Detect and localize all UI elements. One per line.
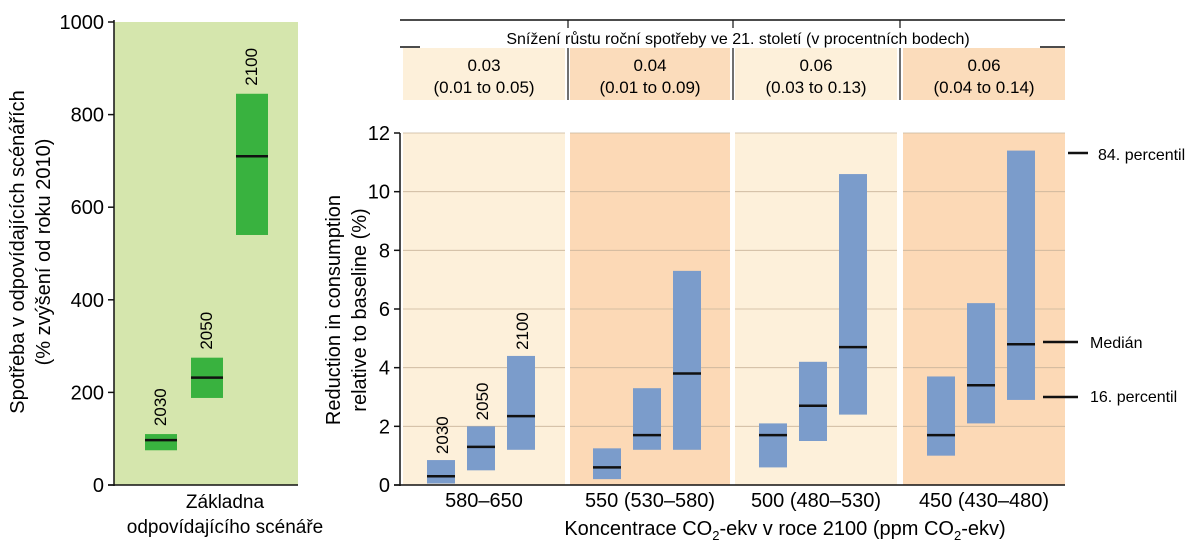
left-bars: 2030 2050 2100 [145, 48, 268, 451]
right-year-label: 2100 [513, 312, 532, 350]
right-year-label: 2050 [473, 383, 492, 421]
right-bar-3-2050 [967, 303, 995, 424]
header-cell-3 [903, 48, 1065, 100]
right-year-label: 2030 [433, 416, 452, 454]
header-rate-range: (0.03 to 0.13) [765, 78, 866, 97]
right-y-tick-label: 4 [379, 358, 390, 380]
right-bar-3-2030 [927, 376, 955, 456]
header-rate: 0.04 [633, 56, 666, 75]
annotation-median: Medián [1090, 335, 1142, 352]
left-y-tick-label: 400 [71, 290, 104, 312]
header-rate: 0.03 [467, 56, 500, 75]
header-rate-range: (0.01 to 0.09) [599, 78, 700, 97]
header-cell-0 [403, 48, 565, 100]
left-y-tick-label: 800 [71, 105, 104, 127]
left-bar-year-label: 2100 [242, 48, 261, 86]
left-bar-year-label: 2030 [151, 388, 170, 426]
left-x-axis-label-line1: Základna [186, 492, 265, 513]
header-cell-2 [735, 48, 897, 100]
header-title-backdrop [420, 28, 1040, 48]
right-y-tick-label: 12 [368, 123, 390, 145]
left-y-tick-label: 1000 [60, 12, 105, 34]
right-bar-2-2030 [759, 423, 787, 468]
right-x-axis-label: Koncentrace CO2-ekv v roce 2100 (ppm CO2… [564, 518, 1005, 543]
right-bar-2-2100 [839, 174, 867, 415]
right-category-labels: 580–650 550 (530–580) 500 (480–530) 450 (43… [445, 490, 1049, 512]
right-bar-0-2030 [427, 460, 455, 484]
right-bar-1-2030 [593, 448, 621, 480]
right-y-tick-label: 8 [379, 240, 390, 262]
left-bar-2030 [145, 434, 177, 451]
header-cell-1 [570, 48, 730, 100]
left-bar-2100 [236, 93, 268, 235]
annotation-lower: 16. percentil [1090, 389, 1177, 406]
right-y-tick-label: 0 [379, 475, 390, 497]
right-y-tick-label: 2 [379, 416, 390, 438]
right-y-tick-label: 10 [368, 182, 390, 204]
left-bar-year-label: 2050 [197, 312, 216, 350]
right-y-axis-label-line1: Reduction in consumption [323, 195, 345, 425]
right-bar-0-2050 [467, 426, 495, 471]
left-x-axis-label-line2: odpovídajícího scénáře [127, 517, 323, 538]
header-rate-range: (0.01 to 0.05) [433, 78, 534, 97]
left-y-axis-label-line1: Spotřeba v odpovídajících scénářích [7, 90, 29, 414]
right-bar-0-2100 [507, 355, 535, 450]
right-bar-1-2050 [633, 388, 661, 450]
right-category-label: 500 (480–530) [751, 490, 881, 512]
left-y-axis: 0 200 400 600 800 1000 [60, 12, 114, 497]
right-category-label: 550 (530–580) [585, 490, 715, 512]
header-rate: 0.06 [799, 56, 832, 75]
right-y-axis: 0 2 4 6 8 10 12 [368, 123, 400, 497]
right-year-labels: 2030 2050 2100 [433, 312, 532, 454]
left-y-tick-label: 600 [71, 197, 104, 219]
right-category-label: 580–650 [445, 490, 523, 512]
left-y-axis-label-line2: (% zvýšení od roku 2010) [33, 139, 55, 366]
left-y-tick-label: 0 [93, 475, 104, 497]
header-title: Snížení růstu roční spotřeby ve 21. stol… [506, 30, 969, 48]
header-rate-cells: 0.03 (0.01 to 0.05) 0.04 (0.01 to 0.09) 0.06… [403, 20, 1065, 100]
right-bar-1-2100 [673, 270, 701, 450]
annotation-upper: 84. percentil [1098, 147, 1185, 164]
right-category-label: 450 (430–480) [919, 490, 1049, 512]
right-y-axis-label-line2: relative to baseline (%) [349, 208, 371, 411]
right-bar-3-2100 [1007, 150, 1035, 400]
right-bars [427, 150, 1035, 484]
right-bar-2-2050 [799, 361, 827, 441]
left-panel-background [114, 22, 298, 485]
header-rate-range: (0.04 to 0.14) [933, 78, 1034, 97]
left-y-tick-label: 200 [71, 382, 104, 404]
right-y-tick-label: 6 [379, 299, 390, 321]
header-rate: 0.06 [967, 56, 1000, 75]
